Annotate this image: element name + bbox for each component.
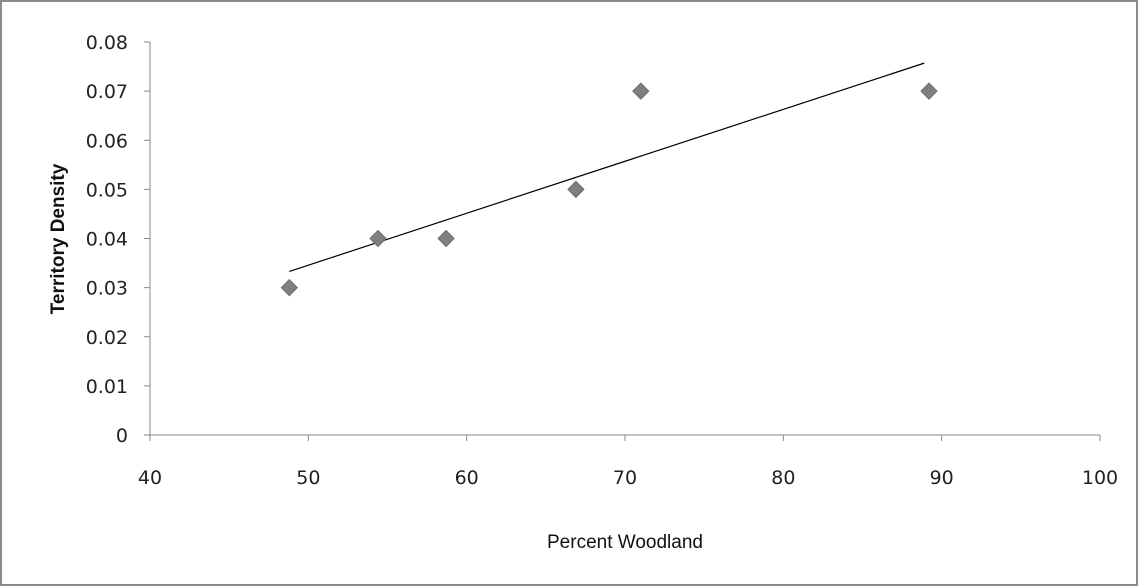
- y-tick-label: 0.03: [86, 278, 128, 300]
- y-tick-label: 0.08: [86, 32, 128, 54]
- x-tick-label: 100: [1082, 467, 1118, 489]
- y-axis-label: Territory Density: [48, 163, 69, 314]
- x-tick-label: 70: [613, 467, 637, 489]
- points-layer: [280, 82, 938, 297]
- y-tick-label: 0.02: [86, 327, 128, 349]
- x-tick-label: 80: [771, 467, 795, 489]
- data-point: [369, 229, 387, 248]
- y-tick-label: 0.06: [86, 130, 128, 152]
- data-point: [920, 82, 938, 100]
- x-tick-label: 50: [296, 467, 320, 489]
- data-point: [280, 278, 299, 297]
- y-tick-label: 0.04: [86, 229, 128, 251]
- x-tick-label: 40: [138, 467, 162, 489]
- y-tick-label: 0.05: [86, 179, 128, 201]
- data-point: [567, 180, 585, 199]
- x-tick-label: 60: [455, 467, 479, 489]
- data-point: [632, 82, 650, 100]
- y-tick-label: 0.01: [86, 376, 128, 398]
- x-tick-label: 90: [930, 467, 954, 489]
- trendline-layer: [289, 62, 925, 272]
- y-tick-label: 0.07: [86, 81, 128, 103]
- y-tick-label: 0: [116, 425, 128, 447]
- axes: [144, 41, 1101, 441]
- trendline: [289, 62, 925, 272]
- data-point: [437, 229, 455, 248]
- tick-labels-layer: 0 0.01 0.02 0.03 0.04 0.05 0.06 0.07 0.08 40 50 60 7…: [86, 32, 1118, 489]
- x-axis-label: Percent Woodland: [547, 532, 703, 553]
